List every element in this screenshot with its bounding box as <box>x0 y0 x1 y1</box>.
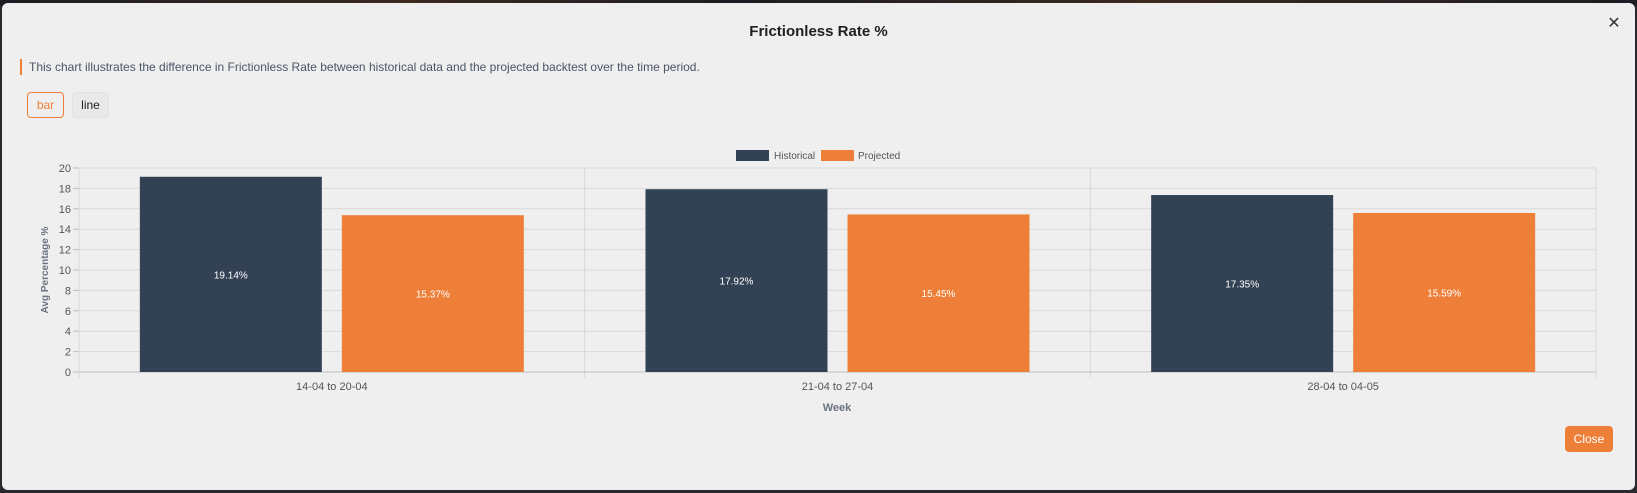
y-tick-label: 14 <box>59 224 71 236</box>
close-icon[interactable]: ✕ <box>1607 15 1621 32</box>
bar-historical <box>1151 195 1334 372</box>
bar-value-label: 15.45% <box>922 289 956 300</box>
bar-value-label: 15.37% <box>416 290 450 301</box>
legend-swatch-projected <box>821 150 854 161</box>
modal-title: Frictionless Rate % <box>749 23 888 40</box>
bar-value-label: 17.35% <box>1225 280 1259 291</box>
x-tick-label: 14-04 to 20-04 <box>296 381 368 393</box>
x-tick-label: 28-04 to 04-05 <box>1307 381 1379 393</box>
legend-swatch-historical <box>736 150 769 161</box>
y-tick-label: 4 <box>65 326 71 338</box>
y-axis-title: Avg Percentage % <box>40 226 51 313</box>
bar-historical <box>139 176 322 372</box>
tab-line[interactable]: line <box>72 92 109 118</box>
y-tick-label: 8 <box>65 285 71 297</box>
bar-projected <box>341 215 524 372</box>
y-tick-label: 10 <box>59 265 71 277</box>
y-tick-label: 18 <box>59 183 71 195</box>
x-tick-label: 21-04 to 27-04 <box>802 381 874 393</box>
bar-projected <box>1353 212 1536 372</box>
bar-value-label: 19.14% <box>214 270 248 281</box>
x-axis-title: Week <box>823 402 852 414</box>
bar-projected <box>847 214 1030 372</box>
bar-historical <box>645 189 828 372</box>
tab-bar[interactable]: bar <box>27 92 64 118</box>
y-tick-label: 2 <box>65 347 71 359</box>
chart-description: This chart illustrates the difference in… <box>20 59 700 75</box>
y-tick-label: 12 <box>59 245 71 257</box>
bar-value-label: 17.92% <box>720 277 754 288</box>
close-button[interactable]: Close <box>1565 426 1613 452</box>
y-tick-label: 0 <box>65 367 71 379</box>
y-tick-label: 6 <box>65 306 71 318</box>
legend-label: Historical <box>774 151 815 162</box>
legend-label: Projected <box>858 151 900 162</box>
bar-value-label: 15.59% <box>1427 288 1461 299</box>
y-tick-label: 20 <box>59 163 71 175</box>
y-tick-label: 16 <box>59 204 71 216</box>
